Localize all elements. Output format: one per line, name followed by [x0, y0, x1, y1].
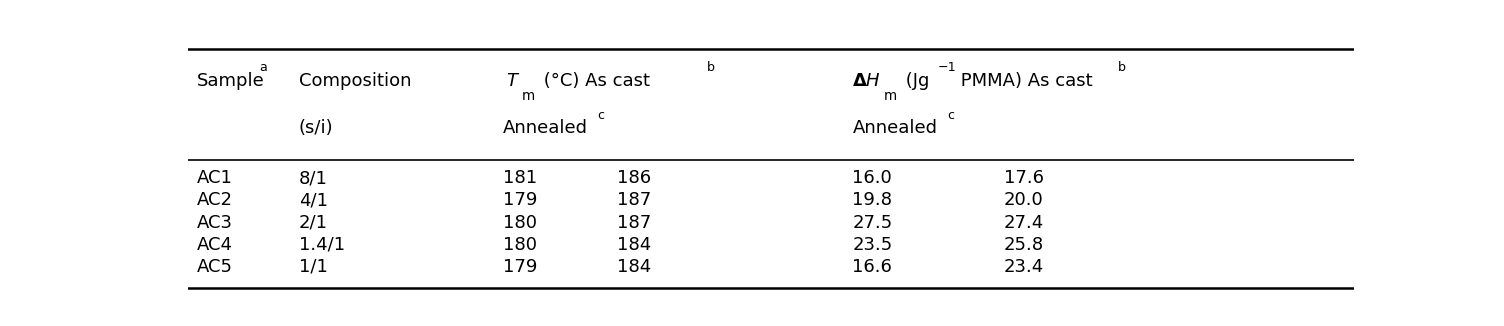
Text: 184: 184 [617, 258, 651, 276]
Text: −1: −1 [937, 62, 957, 74]
Text: 1.4/1: 1.4/1 [299, 236, 344, 254]
Text: AC4: AC4 [197, 236, 233, 254]
Text: 1/1: 1/1 [299, 258, 328, 276]
Text: 23.4: 23.4 [1005, 258, 1044, 276]
Text: Annealed: Annealed [502, 119, 588, 137]
Text: Annealed: Annealed [853, 119, 937, 137]
Text: AC5: AC5 [197, 258, 233, 276]
Text: 20.0: 20.0 [1005, 191, 1044, 209]
Text: 2/1: 2/1 [299, 214, 328, 231]
Text: 27.4: 27.4 [1005, 214, 1044, 231]
Text: c: c [948, 109, 954, 122]
Text: 19.8: 19.8 [853, 191, 892, 209]
Text: 180: 180 [502, 214, 537, 231]
Text: 187: 187 [617, 214, 651, 231]
Text: 180: 180 [502, 236, 537, 254]
Text: (s/i): (s/i) [299, 119, 334, 137]
Text: m: m [884, 89, 896, 103]
Text: AC1: AC1 [197, 170, 233, 187]
Text: $\mathbf{\Delta}\mathit{H}$: $\mathbf{\Delta}\mathit{H}$ [853, 71, 881, 90]
Text: 179: 179 [502, 258, 537, 276]
Text: PMMA) As cast: PMMA) As cast [955, 71, 1092, 90]
Text: m: m [522, 89, 534, 103]
Text: AC2: AC2 [197, 191, 233, 209]
Text: 187: 187 [617, 191, 651, 209]
Text: 16.6: 16.6 [853, 258, 892, 276]
Text: Composition: Composition [299, 71, 411, 90]
Text: a: a [259, 62, 266, 74]
Text: b: b [1117, 62, 1126, 74]
Text: c: c [597, 109, 605, 122]
Text: (Jg: (Jg [901, 71, 929, 90]
Text: $\mathit{T}$: $\mathit{T}$ [502, 71, 520, 90]
Text: 4/1: 4/1 [299, 191, 328, 209]
Text: 8/1: 8/1 [299, 170, 328, 187]
Text: 181: 181 [502, 170, 537, 187]
Text: 179: 179 [502, 191, 537, 209]
Text: 186: 186 [617, 170, 651, 187]
Text: 184: 184 [617, 236, 651, 254]
Text: b: b [707, 62, 714, 74]
Text: Sample: Sample [197, 71, 265, 90]
Text: AC3: AC3 [197, 214, 233, 231]
Text: 17.6: 17.6 [1005, 170, 1044, 187]
Text: 25.8: 25.8 [1005, 236, 1044, 254]
Text: 23.5: 23.5 [853, 236, 893, 254]
Text: (°C) As cast: (°C) As cast [538, 71, 650, 90]
Text: 16.0: 16.0 [853, 170, 892, 187]
Text: 27.5: 27.5 [853, 214, 893, 231]
